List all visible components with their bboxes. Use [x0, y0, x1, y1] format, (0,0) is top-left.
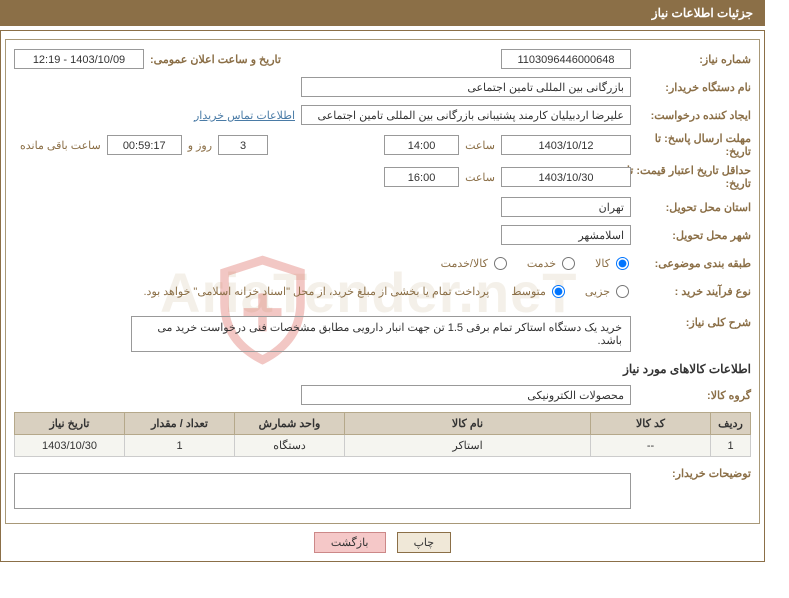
requester-field: علیرضا اردبیلیان کارمند پشتیبانی بازرگان…: [301, 105, 631, 125]
group-label: گروه کالا:: [631, 389, 751, 402]
cell-date: 1403/10/30: [15, 435, 125, 457]
cell-qty: 1: [125, 435, 235, 457]
row-description: شرح کلی نیاز: خرید یک دستگاه استاکر تمام…: [14, 316, 751, 352]
category-radios: کالا خدمت کالا/خدمت: [427, 257, 631, 270]
back-button[interactable]: بازگشت: [314, 532, 386, 553]
buyer-contact-link[interactable]: اطلاعات تماس خریدار: [194, 109, 295, 122]
th-code: کد کالا: [591, 413, 711, 435]
row-deadline: مهلت ارسال پاسخ: تا تاریخ: 1403/10/12 سا…: [14, 132, 751, 158]
row-validity: حداقل تاریخ اعتبار قیمت: تا تاریخ: 1403/…: [14, 164, 751, 190]
th-name: نام کالا: [345, 413, 591, 435]
goods-section-title: اطلاعات کالاهای مورد نیاز: [14, 362, 751, 376]
province-label: استان محل تحویل:: [631, 201, 751, 214]
validity-date-field: 1403/10/30: [501, 167, 631, 187]
cell-code: --: [591, 435, 711, 457]
time-label-2: ساعت: [465, 171, 495, 184]
th-date: تاریخ نیاز: [15, 413, 125, 435]
province-field: تهران: [501, 197, 631, 217]
buyer-org-label: نام دستگاه خریدار:: [631, 81, 751, 94]
need-number-field: 1103096446000648: [501, 49, 631, 69]
process-radios: جزیی متوسط: [497, 285, 631, 298]
cell-row: 1: [711, 435, 751, 457]
panel-header: جزئیات اطلاعات نیاز: [0, 0, 765, 26]
row-process: نوع فرآیند خرید : جزیی متوسط پرداخت تمام…: [14, 280, 751, 302]
validity-label: حداقل تاریخ اعتبار قیمت: تا تاریخ:: [611, 164, 751, 190]
row-need-number: شماره نیاز: 1103096446000648 تاریخ و ساع…: [14, 48, 751, 70]
goods-table: ردیف کد کالا نام کالا واحد شمارش تعداد /…: [14, 412, 751, 457]
row-category: طبقه بندی موضوعی: کالا خدمت کالا/خدمت: [14, 252, 751, 274]
row-province: استان محل تحویل: تهران: [14, 196, 751, 218]
th-row: ردیف: [711, 413, 751, 435]
row-requester: ایجاد کننده درخواست: علیرضا اردبیلیان کا…: [14, 104, 751, 126]
table-row: 1 -- استاکر دستگاه 1 1403/10/30: [15, 435, 751, 457]
desc-box: خرید یک دستگاه استاکر تمام برقی 1.5 تن ج…: [131, 316, 631, 352]
requester-label: ایجاد کننده درخواست:: [631, 109, 751, 122]
row-buyer-notes: توضیحات خریدار:: [14, 467, 751, 509]
deadline-label: مهلت ارسال پاسخ: تا تاریخ:: [631, 132, 751, 158]
radio-service-label: خدمت: [527, 257, 556, 270]
th-qty: تعداد / مقدار: [125, 413, 235, 435]
row-buyer-org: نام دستگاه خریدار: بازرگانی بین المللی ت…: [14, 76, 751, 98]
buyer-notes-box: [14, 473, 631, 509]
radio-partial[interactable]: [616, 285, 629, 298]
table-header-row: ردیف کد کالا نام کالا واحد شمارش تعداد /…: [15, 413, 751, 435]
need-number-label: شماره نیاز:: [631, 53, 751, 66]
radio-medium-label: متوسط: [511, 285, 546, 298]
announce-field: 1403/10/09 - 12:19: [14, 49, 144, 69]
cell-name: استاکر: [345, 435, 591, 457]
treasury-note: پرداخت تمام یا بخشی از مبلغ خرید، از محل…: [144, 285, 490, 298]
process-label: نوع فرآیند خرید :: [631, 285, 751, 298]
days-and-label: روز و: [188, 139, 212, 152]
buyer-notes-label: توضیحات خریدار:: [631, 467, 751, 480]
button-row: چاپ بازگشت: [5, 532, 760, 553]
radio-goods-service[interactable]: [494, 257, 507, 270]
radio-service[interactable]: [562, 257, 575, 270]
desc-label: شرح کلی نیاز:: [631, 316, 751, 329]
city-field: اسلامشهر: [501, 225, 631, 245]
print-button[interactable]: چاپ: [397, 532, 452, 553]
countdown-field: 00:59:17: [107, 135, 182, 155]
city-label: شهر محل تحویل:: [631, 229, 751, 242]
validity-time-field: 16:00: [384, 167, 459, 187]
cell-unit: دستگاه: [235, 435, 345, 457]
row-group: گروه کالا: محصولات الکترونیکی: [14, 384, 751, 406]
group-field: محصولات الکترونیکی: [301, 385, 631, 405]
deadline-date-field: 1403/10/12: [501, 135, 631, 155]
radio-goods-label: کالا: [595, 257, 610, 270]
days-count-field: 3: [218, 135, 268, 155]
announce-label: تاریخ و ساعت اعلان عمومی:: [144, 53, 281, 66]
buyer-org-field: بازرگانی بین المللی تامین اجتماعی: [301, 77, 631, 97]
radio-partial-label: جزیی: [585, 285, 610, 298]
radio-medium[interactable]: [552, 285, 565, 298]
time-label-1: ساعت: [465, 139, 495, 152]
content-panel: شماره نیاز: 1103096446000648 تاریخ و ساع…: [5, 39, 760, 524]
row-city: شهر محل تحویل: اسلامشهر: [14, 224, 751, 246]
deadline-time-field: 14:00: [384, 135, 459, 155]
outer-frame: شماره نیاز: 1103096446000648 تاریخ و ساع…: [0, 30, 765, 562]
category-label: طبقه بندی موضوعی:: [631, 257, 751, 270]
remaining-label: ساعت باقی مانده: [20, 139, 101, 152]
radio-goods[interactable]: [616, 257, 629, 270]
radio-goods-service-label: کالا/خدمت: [441, 257, 488, 270]
th-unit: واحد شمارش: [235, 413, 345, 435]
